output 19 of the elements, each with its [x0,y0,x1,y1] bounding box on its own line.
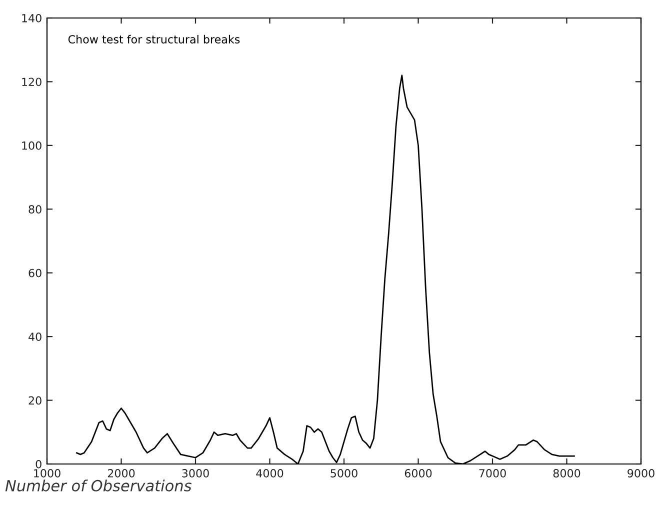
x-tick-label: 6000 [404,469,432,478]
x-tick-label: 8000 [553,469,580,478]
x-tick-label: 5000 [330,469,358,478]
y-tick-label: 0 [36,460,42,468]
y-tick-label: 140 [22,14,42,22]
y-tick-label: 80 [28,205,42,214]
y-tick-label: 40 [28,332,42,341]
x-tick-label: 9000 [628,469,654,478]
x-tick-label: 2000 [108,469,135,478]
annotation: Chow test for structural breaks [68,34,240,44]
y-tick-label: 60 [28,268,42,278]
x-tick-label: 7000 [479,469,506,478]
y-tick-label: 100 [22,141,42,150]
y-tick-label: 20 [28,396,42,405]
x-tick-label: 4000 [256,469,284,478]
x-axis-title: Number of Observations [5,480,192,492]
x-tick-label: 3000 [182,469,209,478]
y-tick-label: 120 [22,78,42,86]
x-tick-label: 1000 [34,469,60,478]
